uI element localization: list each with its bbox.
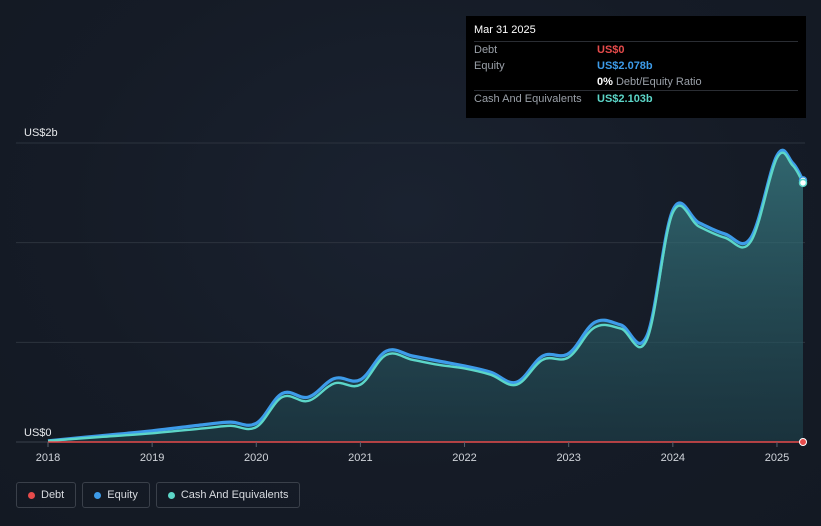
end-markers (798, 176, 808, 446)
tooltip-label (474, 74, 597, 90)
tooltip-row-cash: Cash And Equivalents US$2.103b (474, 90, 798, 107)
tooltip-label: Cash And Equivalents (474, 93, 582, 105)
x-axis-ticks: 2018 2019 2020 2021 2022 2023 2024 2025 (36, 442, 789, 464)
x-tick-label: 2021 (348, 452, 372, 464)
x-tick-label: 2025 (765, 452, 789, 464)
debt-dot-icon (28, 491, 35, 499)
y-label-min: US$0 (24, 427, 52, 439)
equity-line (47, 148, 805, 443)
line-layer (47, 148, 805, 443)
x-tick-label: 2019 (140, 452, 164, 464)
debt-end-marker (799, 438, 807, 446)
x-tick-label: 2018 (36, 452, 60, 464)
y-label-max: US$2b (24, 127, 58, 139)
legend-label: Cash And Equivalents (180, 489, 289, 501)
equity-area (48, 150, 803, 442)
equity-dot-icon (94, 491, 102, 499)
tooltip-label: Equity (474, 60, 505, 72)
tooltip-row-equity: Equity US$2.078b (474, 58, 798, 74)
tooltip-value: US$2.103b (597, 93, 653, 105)
cash-end-marker (798, 178, 808, 188)
x-tick-label: 2020 (244, 452, 268, 464)
cash-line (47, 151, 805, 442)
tooltip-panel: Mar 31 2025 Debt US$0 Equity US$2.078b 0… (466, 16, 806, 118)
x-tick-label: 2024 (661, 452, 685, 464)
legend-item-debt[interactable]: Debt (16, 482, 77, 508)
tooltip-date: Mar 31 2025 (474, 24, 536, 36)
tooltip-label: Debt (474, 44, 498, 56)
tooltip-row-ratio: 0% Debt/Equity Ratio (474, 74, 798, 90)
legend: Debt Equity Cash And Equivalents (16, 482, 301, 508)
legend-item-cash[interactable]: Cash And Equivalents (155, 482, 301, 508)
y-axis-labels: US$0 US$2b (24, 127, 58, 439)
legend-item-equity[interactable]: Equity (82, 482, 150, 508)
tooltip-value: 0% Debt/Equity Ratio (597, 74, 702, 90)
x-tick-label: 2023 (556, 452, 580, 464)
legend-label: Debt (41, 489, 65, 501)
x-tick-label: 2022 (452, 452, 476, 464)
area-layer (48, 150, 803, 442)
legend-label: Equity (107, 489, 138, 501)
cash-dot-icon (167, 491, 175, 499)
ratio-caption: Debt/Equity Ratio (615, 76, 702, 88)
tooltip-value: US$2.078b (597, 60, 653, 72)
tooltip-row-debt: Debt US$0 (474, 41, 798, 58)
ratio-value: 0% (597, 76, 613, 88)
tooltip-value: US$0 (597, 44, 625, 56)
